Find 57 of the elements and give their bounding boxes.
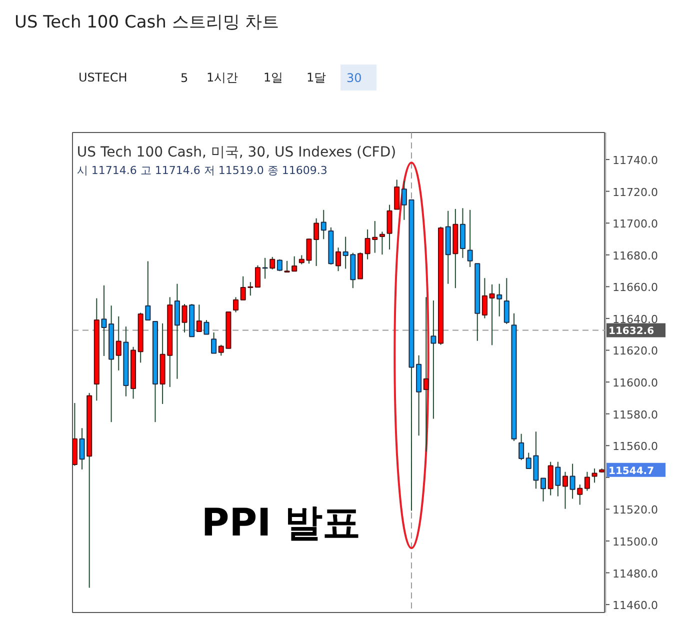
y-tick-label: 11740.0 (612, 154, 658, 168)
text: 1일 (264, 70, 284, 84)
y-tick-label: 11580.0 (612, 408, 658, 422)
y-tick-label: 11620.0 (612, 344, 658, 358)
annotation: PPI 발표 (201, 500, 360, 544)
chart-title: US Tech 100 Cash 스트리밍 차트 (14, 12, 280, 32)
y-tick-label: 11560.0 (612, 440, 658, 454)
candlestick (233, 296, 239, 313)
candlestick (555, 461, 561, 497)
text: USTECH (78, 70, 128, 84)
y-tick-label: 11720.0 (612, 186, 658, 199)
y-tick-label: 11700.0 (612, 218, 658, 231)
y-tick-label: 11500.0 (612, 535, 658, 548)
candlestick (504, 278, 510, 325)
candlestick (430, 300, 436, 420)
candlestick (204, 320, 210, 335)
y-tick-label: 11660.0 (612, 281, 658, 294)
candlestick (182, 303, 188, 333)
ref-line-label: 11632.6 (608, 326, 654, 338)
candlestick (496, 283, 502, 317)
candlestick (562, 471, 568, 510)
candlestick (254, 264, 260, 288)
y-tick-label: 11600.0 (612, 376, 658, 390)
candlestick (577, 484, 583, 506)
candlestick (79, 428, 85, 470)
candlestick (248, 282, 254, 296)
candlestick (570, 463, 576, 500)
candlestick (145, 260, 151, 321)
y-tick-label: 11480.0 (612, 567, 658, 580)
candlestick (394, 179, 400, 210)
annotation: 시 11714.6 고 11714.6 저 11519.0 종 11609.3 (76, 164, 328, 177)
candlestick (116, 316, 122, 371)
y-tick-label: 11520.0 (612, 504, 658, 517)
candlestick (467, 209, 473, 268)
text: 1달 (306, 70, 326, 84)
candlestick (211, 332, 217, 354)
candlestick (518, 433, 524, 461)
y-tick-label: 11640.0 (612, 312, 658, 326)
candlestick (548, 461, 554, 496)
candlestick (592, 468, 598, 484)
candlestick (584, 471, 590, 492)
text: 5 (180, 71, 188, 85)
candlestick (270, 256, 276, 270)
text: 11544.7 (608, 466, 654, 477)
candlestick (240, 276, 246, 300)
text: US Tech 100 Cash, 미국, 30, US Indexes (CFD) (76, 144, 396, 160)
candlestick (386, 204, 392, 250)
candlestick (196, 304, 202, 332)
candlestick (379, 231, 385, 256)
y-tick-label: 11680.0 (612, 249, 658, 262)
text: 30 (346, 71, 362, 85)
text: 1시간 (206, 70, 238, 84)
y-tick-label: 11460.0 (612, 599, 658, 612)
candlestick (336, 247, 342, 272)
candlestick (423, 296, 429, 452)
candlestick (320, 209, 326, 240)
candlestick (540, 478, 546, 502)
